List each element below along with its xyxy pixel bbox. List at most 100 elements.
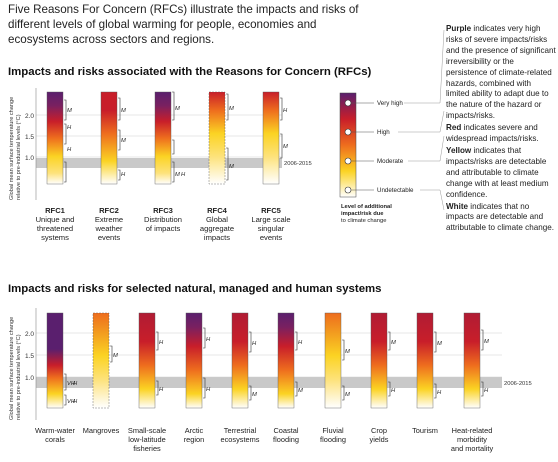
legend-word-white: White [446,201,469,211]
y-axis-label-top-1: Global mean surface temperature change [9,97,15,200]
mangroves-label-0: Mangroves [83,426,120,435]
rfc1-label-2: threatened [37,224,73,233]
confidence-brackets-bottom [64,327,484,406]
intro-text: Five Reasons For Concern (RFCs) illustra… [8,3,359,46]
bar-rfc3 [154,91,172,185]
arctic-label-0: Arctic [185,426,204,435]
conf-tourism-b: H [437,390,442,396]
conf-rfc4-a: M [229,164,234,170]
y-tick-bottom-15: 1.5 [25,353,34,360]
period-label-top: 2006-2015 [284,161,312,167]
legend-level-undetectable: Undetectable [377,187,414,194]
conf-rfc3-b: H [181,172,186,178]
legend-marker-very-high [344,99,352,107]
conf-coral-c: VH [67,399,76,405]
legend-color-bar [339,92,357,198]
y-tick-bottom-1: 1.0 [25,375,34,382]
bottom-panel: 2.0 1.5 1.0 Global mean surface temperat… [9,308,532,453]
bottom-section-title: Impacts and risks for selected natural, … [8,283,382,295]
y-tick-top-15: 1.5 [25,134,34,141]
fluvial-label-1: flooding [320,435,346,444]
bar-small-scale-fisheries [138,312,156,409]
rfc5-label-0: RFC5 [261,206,282,215]
legend-caption-2: impact/risk due [341,211,384,217]
legend-text-yellow: indicates that impacts/risks are detecta… [446,145,549,199]
rfc5-label-1: Large scale [251,215,290,224]
confidence-brackets-top [64,91,283,183]
fluvial-label-0: Fluvial [322,426,344,435]
legend-marker-high [344,128,352,136]
fisheries-label-2: fisheries [133,444,161,453]
heat-label-0: Heat-related [452,426,493,435]
rfc5-label-2: singular [258,224,285,233]
bar-rfc5 [262,91,280,185]
legend-descriptions: Purple indicates very high risks of seve… [446,24,556,235]
rfc3-label-1: Distribution [144,215,182,224]
conf-rfc4-b: M [229,106,234,112]
conf-rfc5-a: M [283,144,288,150]
fisheries-label-0: Small-scale [128,426,166,435]
bar-fluvial-flooding [324,312,342,409]
arctic-label-1: region [184,435,205,444]
rfc1-label-0: RFC1 [45,206,66,215]
legend-text-white: indicates that no impacts are detectable… [446,201,554,233]
conf-crop-a: M [391,340,396,346]
legend-caption-1: Level of additional [341,204,392,210]
bar-warm-water-corals [46,312,64,409]
bar-coastal-flooding [277,312,295,409]
conf-fisheries-a: H [159,340,164,346]
rfc4-label-3: impacts [204,233,230,242]
conf-heat-a: M [484,339,489,345]
conf-coastal-b: M [298,388,303,394]
top-panel: 2.0 1.5 1.0 Global mean surface temperat… [9,88,312,242]
coastal-label-0: Coastal [273,426,298,435]
top-section-title: Impacts and risks associated with the Re… [8,66,372,78]
legend-word-purple: Purple [446,24,472,33]
conf-arctic-a: H [206,337,211,343]
conf-heat-b: H [484,388,489,394]
bar-heat-related-morbidity [463,312,481,409]
legend-text-purple: indicates very high risks of severe impa… [446,24,556,121]
conf-fluvial-a: M [345,349,350,355]
bottom-column-labels: Warm-water corals Mangroves Small-scale … [35,426,493,453]
legend-word-red: Red [446,123,462,133]
heat-label-1: morbidity [457,435,487,444]
crop-label-1: yields [370,435,389,444]
crop-label-0: Crop [371,426,387,435]
conf-rfc3-c: M [175,106,180,112]
legend-desc-yellow: Yellow indicates that impacts/risks are … [446,146,556,201]
conf-crop-b: H [391,388,396,394]
conf-coral-b: H [73,381,78,387]
conf-rfc5-b: H [283,108,288,114]
conf-rfc1-a: H [67,125,72,131]
confidence-labels-top: H H M H M M M H M M M M H [67,106,288,178]
bar-tourism [416,312,434,409]
legend-word-yellow: Yellow [446,145,472,155]
conf-rfc1-b: H [67,147,72,153]
conf-fluvial-b: M [345,392,350,398]
bar-rfc4 [208,91,226,185]
legend-connectors [398,29,445,211]
legend-desc-purple: Purple indicates very high risks of seve… [446,24,556,122]
bar-mangroves [92,312,110,409]
heat-label-2: and mortality [451,444,494,453]
rfc2-label-0: RFC2 [99,206,119,215]
bar-rfc1 [46,91,64,185]
period-band-bottom [36,377,502,388]
bar-arctic-region [185,312,203,409]
legend-desc-red: Red indicates severe and widespread impa… [446,123,556,145]
top-column-labels: RFC1 Unique and threatened systems RFC2 … [36,206,291,242]
rfc2-label-3: events [98,233,121,242]
confidence-labels-bottom: VH H VH H M H H H H H M H M M M M H M H … [67,337,489,405]
y-axis-label-bottom-1: Global mean surface temperature change [9,317,15,420]
conf-fisheries-b: H [159,387,164,393]
legend-scale: Very high High Moderate Undetectable Lev… [339,29,445,224]
conf-tourism-a: M [437,341,442,347]
legend-level-moderate: Moderate [377,158,404,165]
rfc5-label-3: events [260,233,283,242]
coral-label-0: Warm-water [35,426,76,435]
bar-crop-yields [370,312,388,409]
rfc4-label-0: RFC4 [207,206,228,215]
conf-rfc2-b: M [121,138,126,144]
legend-desc-white: White indicates that no impacts are dete… [446,202,556,235]
